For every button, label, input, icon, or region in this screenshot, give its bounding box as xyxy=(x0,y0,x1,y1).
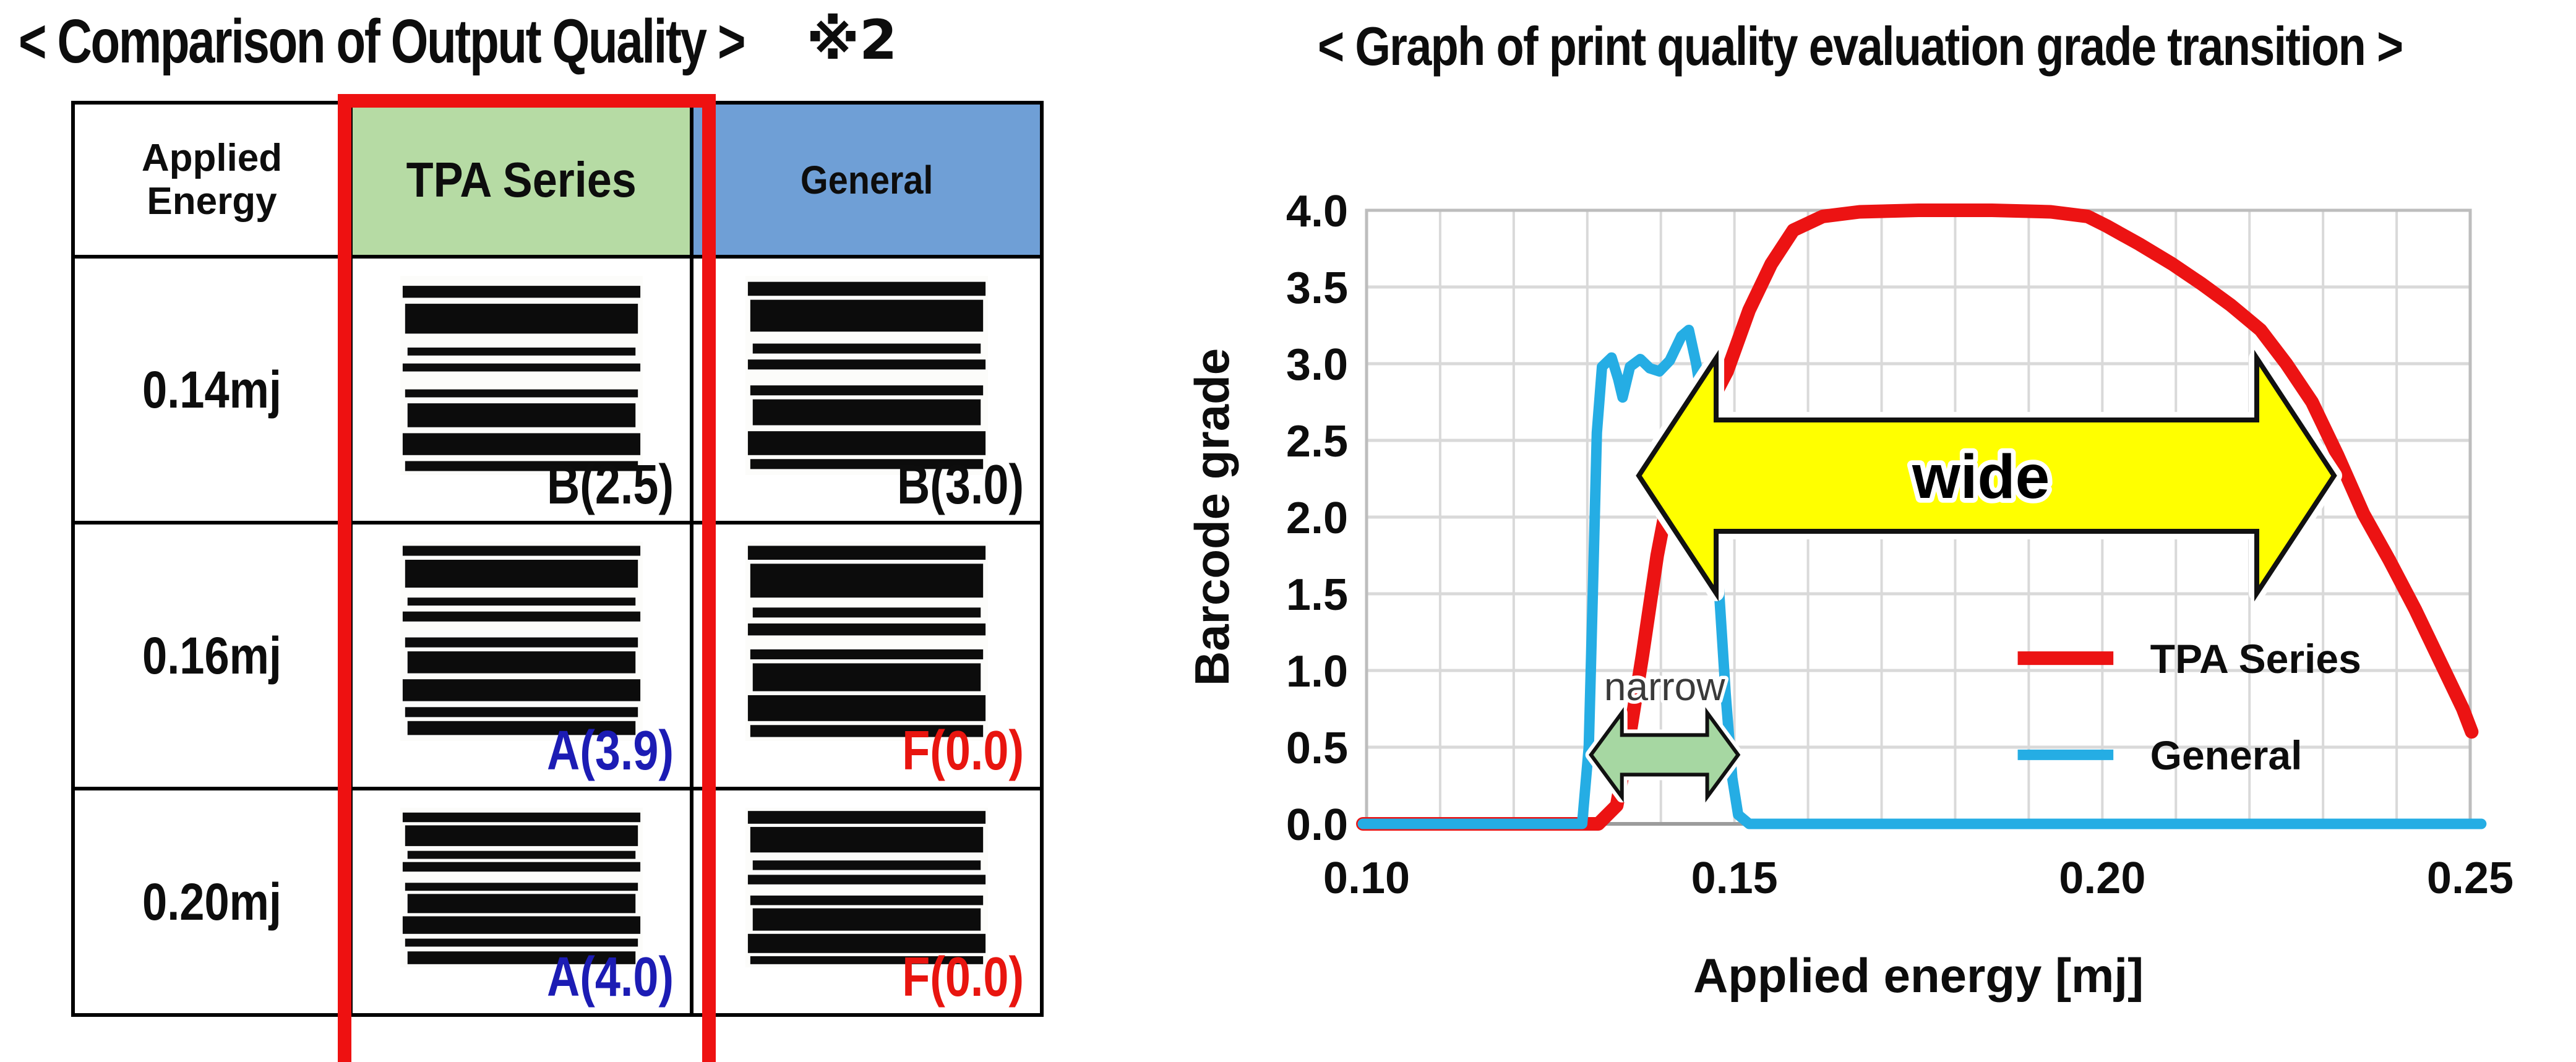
left-panel-title: < Comparison of Output Quality > ※2 xyxy=(19,6,897,77)
y-tick-label: 2.0 xyxy=(1286,494,1348,543)
y-tick-label: 1.5 xyxy=(1286,570,1348,620)
table-row: 0.16mj A(3.9) F(0.0) xyxy=(71,521,1044,790)
grade-label: F(0.0) xyxy=(902,720,1024,782)
table-row: 0.20mj A(4.0) F(0.0) xyxy=(71,787,1044,1017)
y-axis-title: Barcode grade xyxy=(1185,348,1239,686)
y-tick-label: 3.5 xyxy=(1286,263,1348,313)
x-tick-label: 0.25 xyxy=(2427,854,2514,903)
table-row: 0.14mj B(2.5) B(3.0) xyxy=(71,255,1044,525)
tpa-sample-cell: A(4.0) xyxy=(349,787,693,1017)
y-tick-label: 0.5 xyxy=(1286,724,1348,773)
energy-cell: 0.20mj xyxy=(71,787,353,1017)
energy-cell: 0.16mj xyxy=(71,521,353,790)
x-tick-label: 0.20 xyxy=(2059,854,2145,903)
x-axis-title: Applied energy [mj] xyxy=(1693,948,2144,1003)
tpa-sample-cell: B(2.5) xyxy=(349,255,693,525)
comparison-title-text: < Comparison of Output Quality > xyxy=(19,7,746,76)
wide-range-arrow xyxy=(1636,349,2337,602)
y-tick-label: 2.5 xyxy=(1286,417,1348,466)
barcode-image xyxy=(745,542,988,744)
barcode-image xyxy=(745,276,988,478)
grade-label: A(4.0) xyxy=(546,946,674,1008)
grade-label: A(3.9) xyxy=(546,720,674,782)
grade-transition-chart: wide narrow 0.10 0.15 0.20 0.25 0.0 0.5 1.0 1.5 2.… xyxy=(1185,187,2514,1003)
y-tick-label: 0.0 xyxy=(1286,800,1348,850)
general-line xyxy=(1357,324,2487,829)
reference-mark-note: ※2 xyxy=(806,8,898,72)
table-header-row: Applied Energy TPA Series General xyxy=(71,101,1044,259)
wide-arrow-label: wide xyxy=(1912,442,2050,512)
grade-label: F(0.0) xyxy=(902,946,1024,1008)
x-tick-label: 0.10 xyxy=(1323,854,1410,903)
narrow-arrow-label: narrow xyxy=(1604,664,1725,709)
output-quality-table: Applied Energy TPA Series General 0.14mj… xyxy=(71,101,1044,1017)
header-general: General xyxy=(690,101,1044,259)
barcode-image xyxy=(400,542,643,744)
energy-cell: 0.14mj xyxy=(71,255,353,525)
barcode-image xyxy=(400,808,643,970)
y-tick-label: 1.0 xyxy=(1286,647,1348,696)
y-tick-label: 4.0 xyxy=(1286,187,1348,236)
chart-title: < Graph of print quality evaluation grad… xyxy=(1318,15,2403,77)
barcode-image xyxy=(745,808,988,970)
x-tick-label: 0.15 xyxy=(1691,854,1778,903)
tpa-sample-cell: A(3.9) xyxy=(349,521,693,790)
legend-label-general: General xyxy=(2150,732,2303,778)
general-sample-cell: F(0.0) xyxy=(690,521,1044,790)
general-sample-cell: F(0.0) xyxy=(690,787,1044,1017)
header-applied-energy: Applied Energy xyxy=(71,101,353,259)
header-tpa-series: TPA Series xyxy=(349,101,693,259)
grade-label: B(3.0) xyxy=(896,454,1024,516)
y-tick-label: 3.0 xyxy=(1286,340,1348,390)
grade-label: B(2.5) xyxy=(546,454,674,516)
general-sample-cell: B(3.0) xyxy=(690,255,1044,525)
barcode-image xyxy=(400,276,643,478)
narrow-range-arrow xyxy=(1589,707,1741,803)
legend-label-tpa-series: TPA Series xyxy=(2150,636,2361,682)
